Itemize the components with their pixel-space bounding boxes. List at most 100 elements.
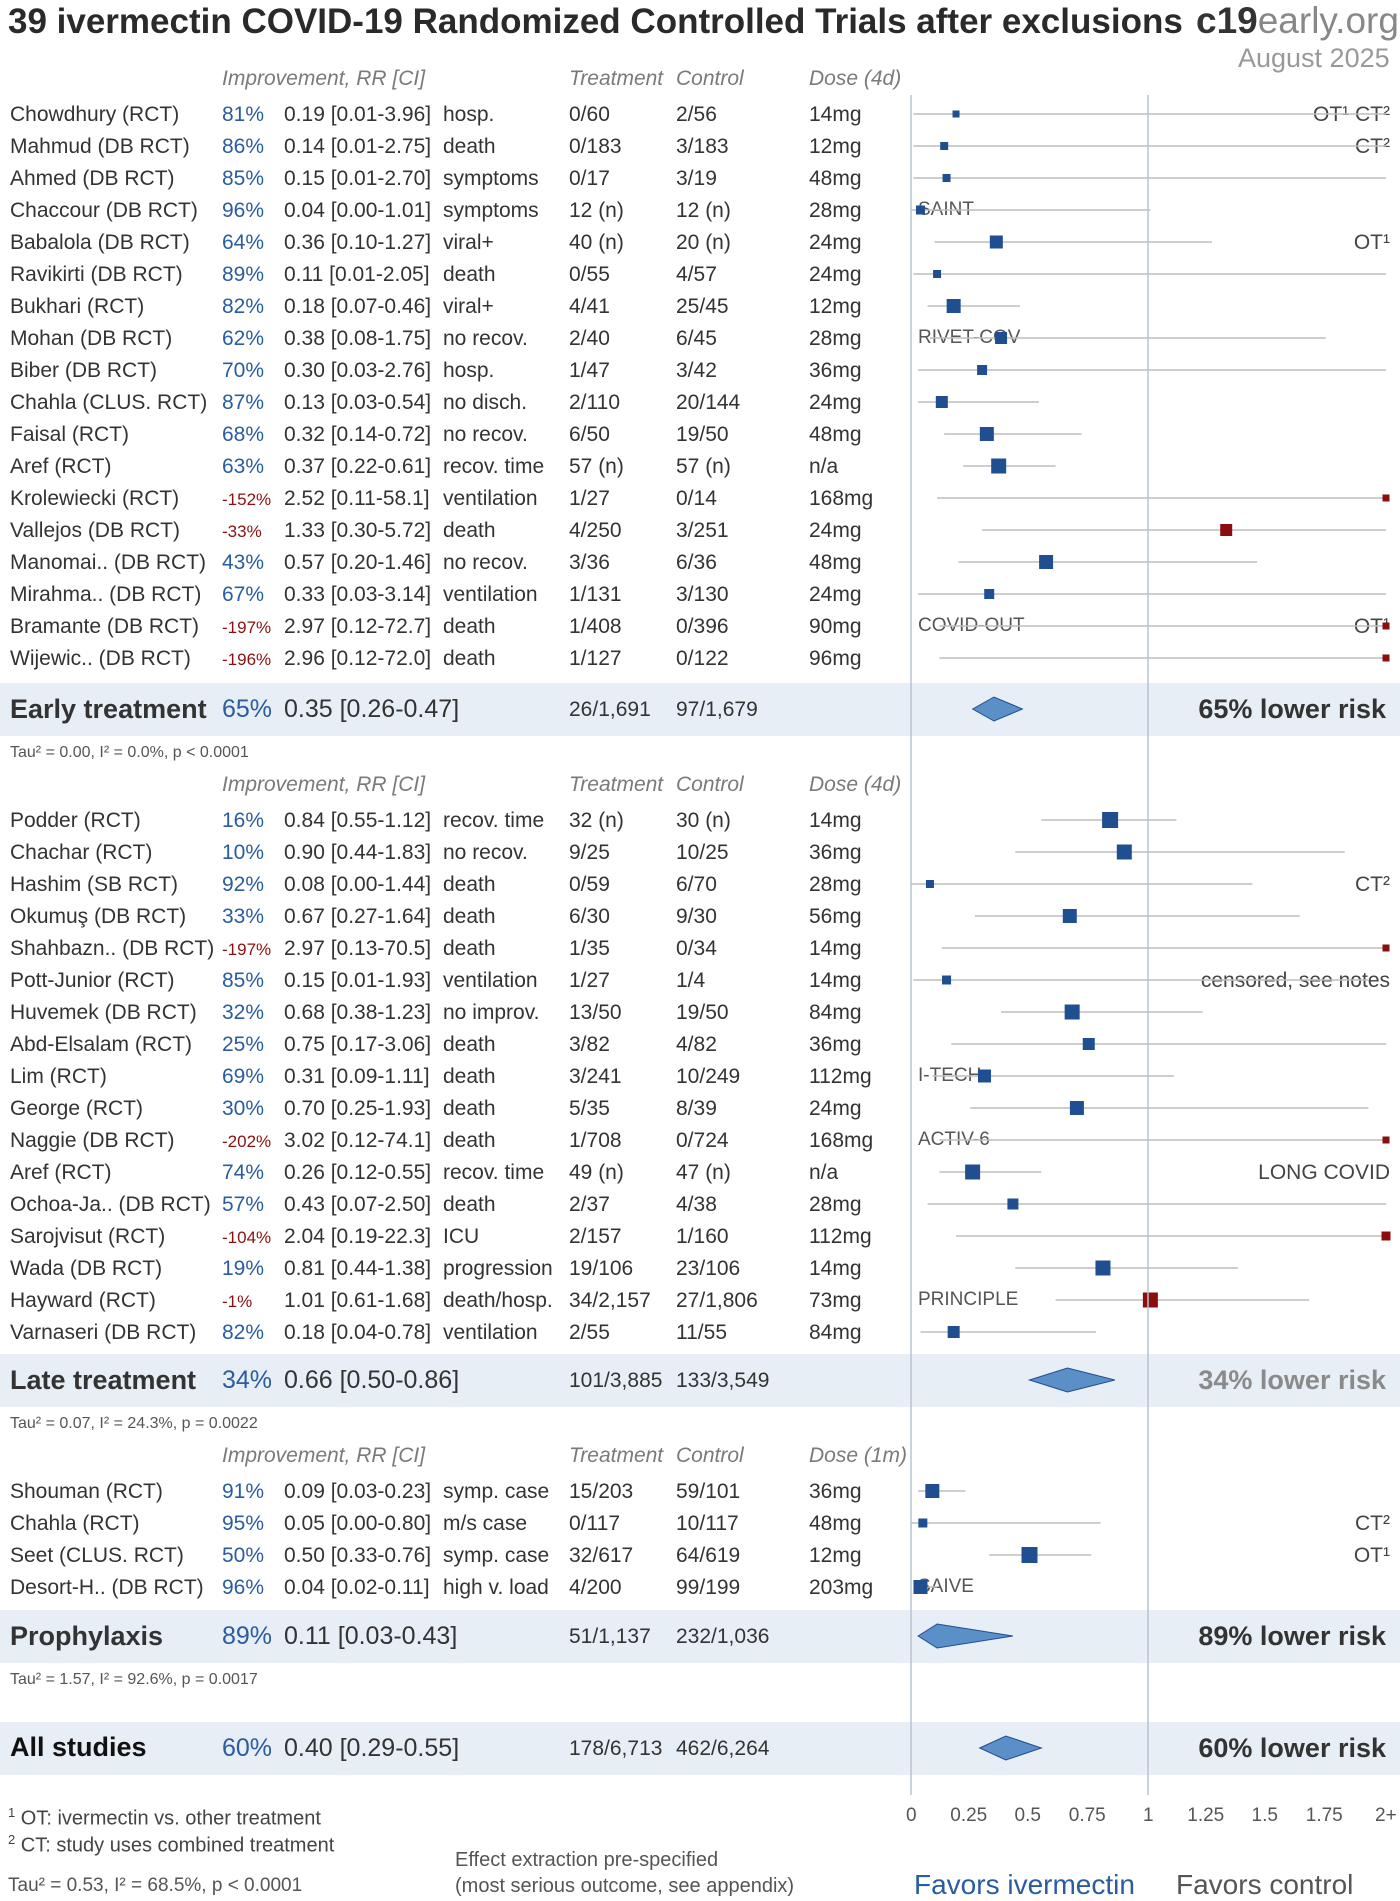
summary-improvement: 34% [222, 1366, 273, 1394]
study-control-count: 0/14 [676, 487, 717, 510]
study-name: Babalola (DB RCT) [10, 231, 190, 254]
effect-box [1039, 555, 1054, 569]
study-improvement: 91% [222, 1480, 265, 1503]
study-improvement: 57% [222, 1193, 265, 1216]
study-outcome: symp. case [443, 1480, 550, 1503]
study-dose: 84mg [809, 1321, 862, 1344]
study-improvement: 96% [222, 199, 265, 222]
summary-improvement: 89% [222, 1622, 273, 1650]
study-treatment-count: 12 (n) [569, 199, 624, 222]
study-improvement: 89% [222, 263, 265, 286]
study-treatment-count: 1/131 [569, 583, 622, 606]
study-name: Shouman (RCT) [10, 1480, 163, 1503]
study-rr-ci: 0.18 [0.07-0.46] [284, 295, 432, 318]
study-tag: OT¹ [1353, 1544, 1390, 1567]
study-rr-ci: 0.84 [0.55-1.12] [284, 809, 432, 832]
effect-box [918, 1518, 928, 1528]
header-dose: Dose (4d) [809, 67, 902, 90]
study-name: Wijewic.. (DB RCT) [10, 647, 191, 670]
study-name: Hayward (RCT) [10, 1289, 156, 1312]
group-heterogeneity: Tau² = 0.07, I² = 24.3%, p = 0.0022 [10, 1415, 258, 1432]
study-name: Abd-Elsalam (RCT) [10, 1033, 193, 1056]
brand-bold: c19 [1196, 0, 1258, 41]
study-treatment-count: 2/37 [569, 1193, 610, 1216]
extraction-note-1: Effect extraction pre-specified [455, 1849, 719, 1871]
footnote-ct-mark: 2 [8, 1832, 16, 1847]
study-name: Chahla (CLUS. RCT) [10, 391, 208, 414]
effect-box [1064, 1004, 1080, 1020]
study-dose: 12mg [809, 135, 862, 158]
x-tick-label: 0.75 [1068, 1805, 1106, 1826]
study-treatment-count: 2/110 [569, 391, 620, 414]
study-rr-ci: 3.02 [0.12-74.1] [284, 1129, 432, 1152]
study-outcome: hosp. [443, 103, 495, 126]
study-outcome: symptoms [443, 167, 539, 190]
study-treatment-count: 6/50 [569, 423, 610, 446]
study-name: Huvemek (DB RCT) [10, 1001, 197, 1024]
study-label: PRINCIPLE [918, 1289, 1019, 1310]
study-name: Ochoa-Ja.. (DB RCT) [10, 1193, 211, 1216]
study-control-count: 6/70 [676, 873, 717, 896]
study-name: Mirahma.. (DB RCT) [10, 583, 202, 606]
study-dose: 112mg [809, 1225, 872, 1248]
study-rr-ci: 0.32 [0.14-0.72] [284, 423, 432, 446]
study-treatment-count: 6/30 [569, 905, 610, 928]
study-control-count: 20 (n) [676, 231, 731, 254]
header-control: Control [676, 773, 744, 796]
study-dose: 48mg [809, 167, 862, 190]
study-name: Pott-Junior (RCT) [10, 969, 175, 992]
study-dose: 28mg [809, 873, 862, 896]
study-control-count: 1/4 [676, 969, 706, 992]
study-name: Bramante (DB RCT) [10, 615, 200, 638]
study-dose: 14mg [809, 809, 862, 832]
study-outcome: death [443, 1193, 496, 1216]
study-name: Aref (RCT) [10, 455, 112, 478]
effect-box [965, 1164, 981, 1180]
study-improvement: 63% [222, 455, 265, 478]
study-dose: 28mg [809, 199, 862, 222]
study-dose: 24mg [809, 583, 862, 606]
study-outcome: death [443, 135, 496, 158]
study-improvement: -202% [222, 1132, 272, 1151]
study-outcome: death [443, 519, 496, 542]
summary-risk: 34% lower risk [1198, 1365, 1386, 1395]
study-dose: 28mg [809, 327, 862, 350]
study-tag: CT² [1355, 135, 1390, 158]
study-label: I-TECH [918, 1065, 982, 1086]
study-control-count: 11/55 [676, 1321, 727, 1344]
study-dose: 14mg [809, 103, 862, 126]
effect-box [1082, 1038, 1095, 1050]
study-improvement: 82% [222, 1321, 265, 1344]
study-improvement: -104% [222, 1228, 272, 1247]
study-control-count: 59/101 [676, 1480, 741, 1503]
study-treatment-count: 5/35 [569, 1097, 610, 1120]
study-outcome: no recov. [443, 551, 528, 574]
study-control-count: 10/25 [676, 841, 729, 864]
x-tick-label: 2+ [1375, 1805, 1397, 1826]
study-control-count: 4/57 [676, 263, 717, 286]
study-rr-ci: 0.19 [0.01-3.96] [284, 103, 432, 126]
study-rr-ci: 0.68 [0.38-1.23] [284, 1001, 432, 1024]
study-dose: 36mg [809, 359, 862, 382]
study-outcome: recov. time [443, 1161, 545, 1184]
effect-box [947, 1326, 960, 1338]
study-label: SAINT [918, 199, 974, 220]
study-improvement: -152% [222, 490, 272, 509]
page-title: 39 ivermectin COVID-19 Randomized Contro… [8, 2, 1183, 41]
study-control-count: 4/38 [676, 1193, 717, 1216]
study-dose: 12mg [809, 295, 862, 318]
study-tag: CT² [1355, 1512, 1390, 1535]
study-improvement: 67% [222, 583, 265, 606]
study-control-count: 20/144 [676, 391, 741, 414]
study-control-count: 6/36 [676, 551, 717, 574]
study-dose: n/a [809, 455, 839, 478]
study-improvement: -1% [222, 1292, 253, 1311]
study-improvement: 43% [222, 551, 265, 574]
study-improvement: 10% [222, 841, 265, 864]
study-rr-ci: 2.04 [0.19-22.3] [284, 1225, 432, 1248]
study-control-count: 3/130 [676, 583, 729, 606]
study-name: Chahla (RCT) [10, 1512, 140, 1535]
x-tick-label: 1 [1143, 1805, 1154, 1826]
study-dose: 24mg [809, 1097, 862, 1120]
study-improvement: 64% [222, 231, 265, 254]
